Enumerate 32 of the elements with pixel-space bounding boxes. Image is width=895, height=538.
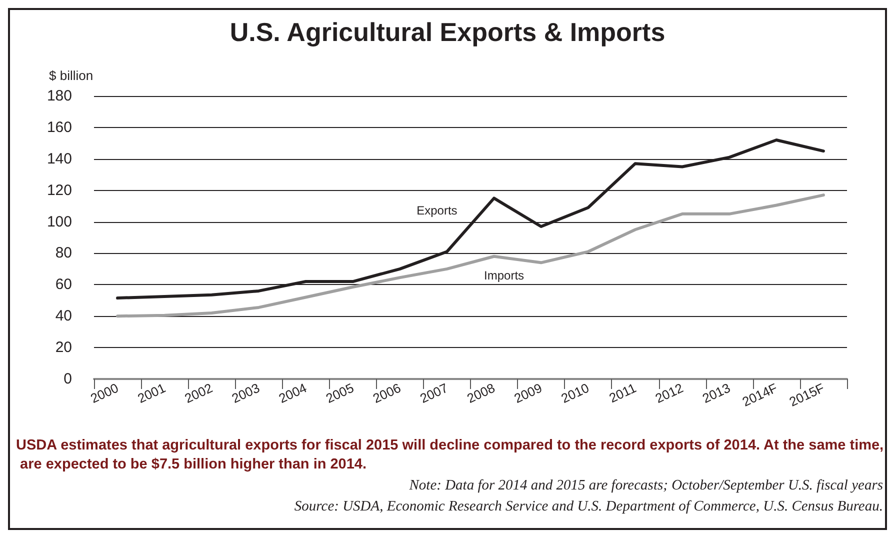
y-tick-label: 100 — [46, 213, 72, 230]
x-tick-label: 2006 — [370, 380, 404, 406]
x-tick-label: 2012 — [652, 380, 686, 406]
x-tick-label: 2011 — [606, 380, 638, 406]
x-tick-label: 2005 — [323, 380, 356, 406]
chart-title: U.S. Agricultural Exports & Imports — [230, 17, 666, 47]
y-tick-label: 80 — [55, 244, 72, 262]
text: Note: Data for 2014 and 2015 are forecasts; October/September U.S. fiscal years — [408, 478, 884, 494]
x-tick-label: 2000 — [88, 380, 121, 406]
series-label: Imports — [484, 268, 524, 282]
y-tick-label: 160 — [46, 118, 72, 136]
y-axis-title: $ billion — [49, 68, 94, 83]
x-tick-label: 2010 — [558, 380, 592, 406]
x-tick-label: 2001 — [135, 380, 168, 406]
x-tick-label: 2008 — [464, 380, 498, 406]
series-label: Exports — [416, 204, 458, 218]
y-tick-label: 120 — [46, 182, 72, 199]
x-tick-label: 2009 — [512, 380, 544, 406]
x-tick-label: 2002 — [182, 380, 215, 406]
y-tick-label: 0 — [64, 370, 72, 388]
y-tick-label: 180 — [46, 88, 72, 104]
x-tick-label: 2003 — [229, 380, 262, 406]
x-tick-label: 2007 — [418, 380, 450, 406]
x-tick-label: 2004 — [276, 380, 309, 406]
line-series — [116, 194, 825, 318]
source-note: Source: USDA, Economic Research Service and U.S. Department of Commerce, U.S. Census Bureau. — [294, 498, 883, 514]
y-tick-label: 140 — [46, 150, 72, 168]
y-tick-label: 20 — [55, 339, 72, 356]
y-tick-label: 60 — [55, 276, 72, 294]
x-tick-label: 2013 — [700, 380, 733, 406]
text: USDA estimates that agricultural exports for fiscal 2015 will decline compared to the record exports of 2014. At the same time, are expected to be $7.5 billion higher than in 2014. — [16, 438, 884, 472]
y-tick-label: 40 — [55, 308, 72, 325]
